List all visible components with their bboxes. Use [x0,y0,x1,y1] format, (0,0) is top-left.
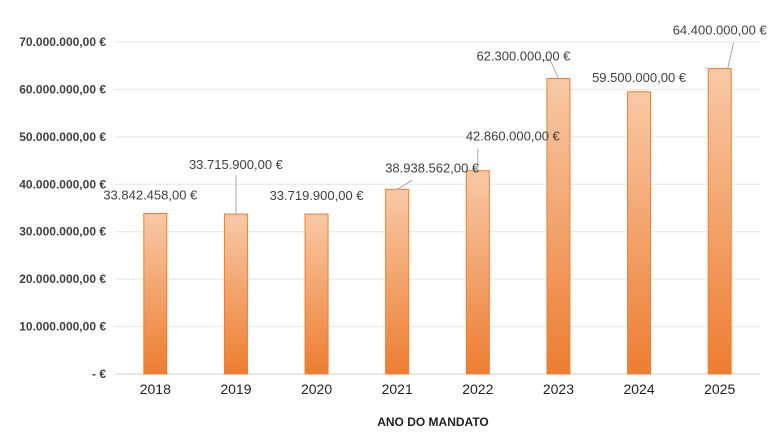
y-tick-label: 50.000.000,00 € [19,130,106,144]
x-axis: 2018 2019 2020 2021 2022 2023 2024 2025 [140,381,736,397]
y-tick-label: 70.000.000,00 € [19,35,106,49]
leader-line [727,42,735,69]
x-tick-label: 2023 [543,381,574,397]
bar [143,212,168,375]
bars [143,68,732,375]
leader-line [543,60,559,79]
bar [627,91,652,375]
x-tick-label: 2020 [301,381,332,397]
x-tick-label: 2025 [704,381,735,397]
y-tick-label: - € [92,367,106,381]
y-tick-label: 20.000.000,00 € [19,272,106,286]
data-label: 33.719.900,00 € [270,188,365,203]
gridlines [115,41,760,328]
data-label: 33.842.458,00 € [103,187,198,202]
y-tick-label: 60.000.000,00 € [19,82,106,96]
x-tick-label: 2022 [462,381,493,397]
data-label: 42.860.000,00 € [466,129,561,144]
bar [707,68,732,375]
y-tick-label: 30.000.000,00 € [19,225,106,239]
x-tick-label: 2018 [140,381,171,397]
bar [465,170,490,375]
data-labels: 33.842.458,00 € 33.715.900,00 € 33.719.900… [103,23,767,204]
leader-lines [235,42,735,215]
x-tick-label: 2021 [382,381,413,397]
leader-line [396,179,413,190]
data-label: 33.715.900,00 € [189,157,284,172]
x-tick-label: 2024 [623,381,654,397]
bar [304,213,329,375]
x-tick-label: 2019 [220,381,251,397]
bar [546,78,571,375]
bar [223,213,248,375]
data-label: 64.400.000,00 € [673,23,768,38]
data-label: 62.300.000,00 € [476,49,571,64]
y-tick-label: 40.000.000,00 € [19,177,106,191]
x-axis-title: ANO DO MANDATO [377,415,489,429]
data-label: 59.500.000,00 € [592,70,687,85]
y-axis: - € 10.000.000,00 € 20.000.000,00 € 30.000.… [19,35,106,381]
bar [385,188,410,375]
y-tick-label: 10.000.000,00 € [19,320,106,334]
data-label: 38.938.562,00 € [385,160,480,175]
